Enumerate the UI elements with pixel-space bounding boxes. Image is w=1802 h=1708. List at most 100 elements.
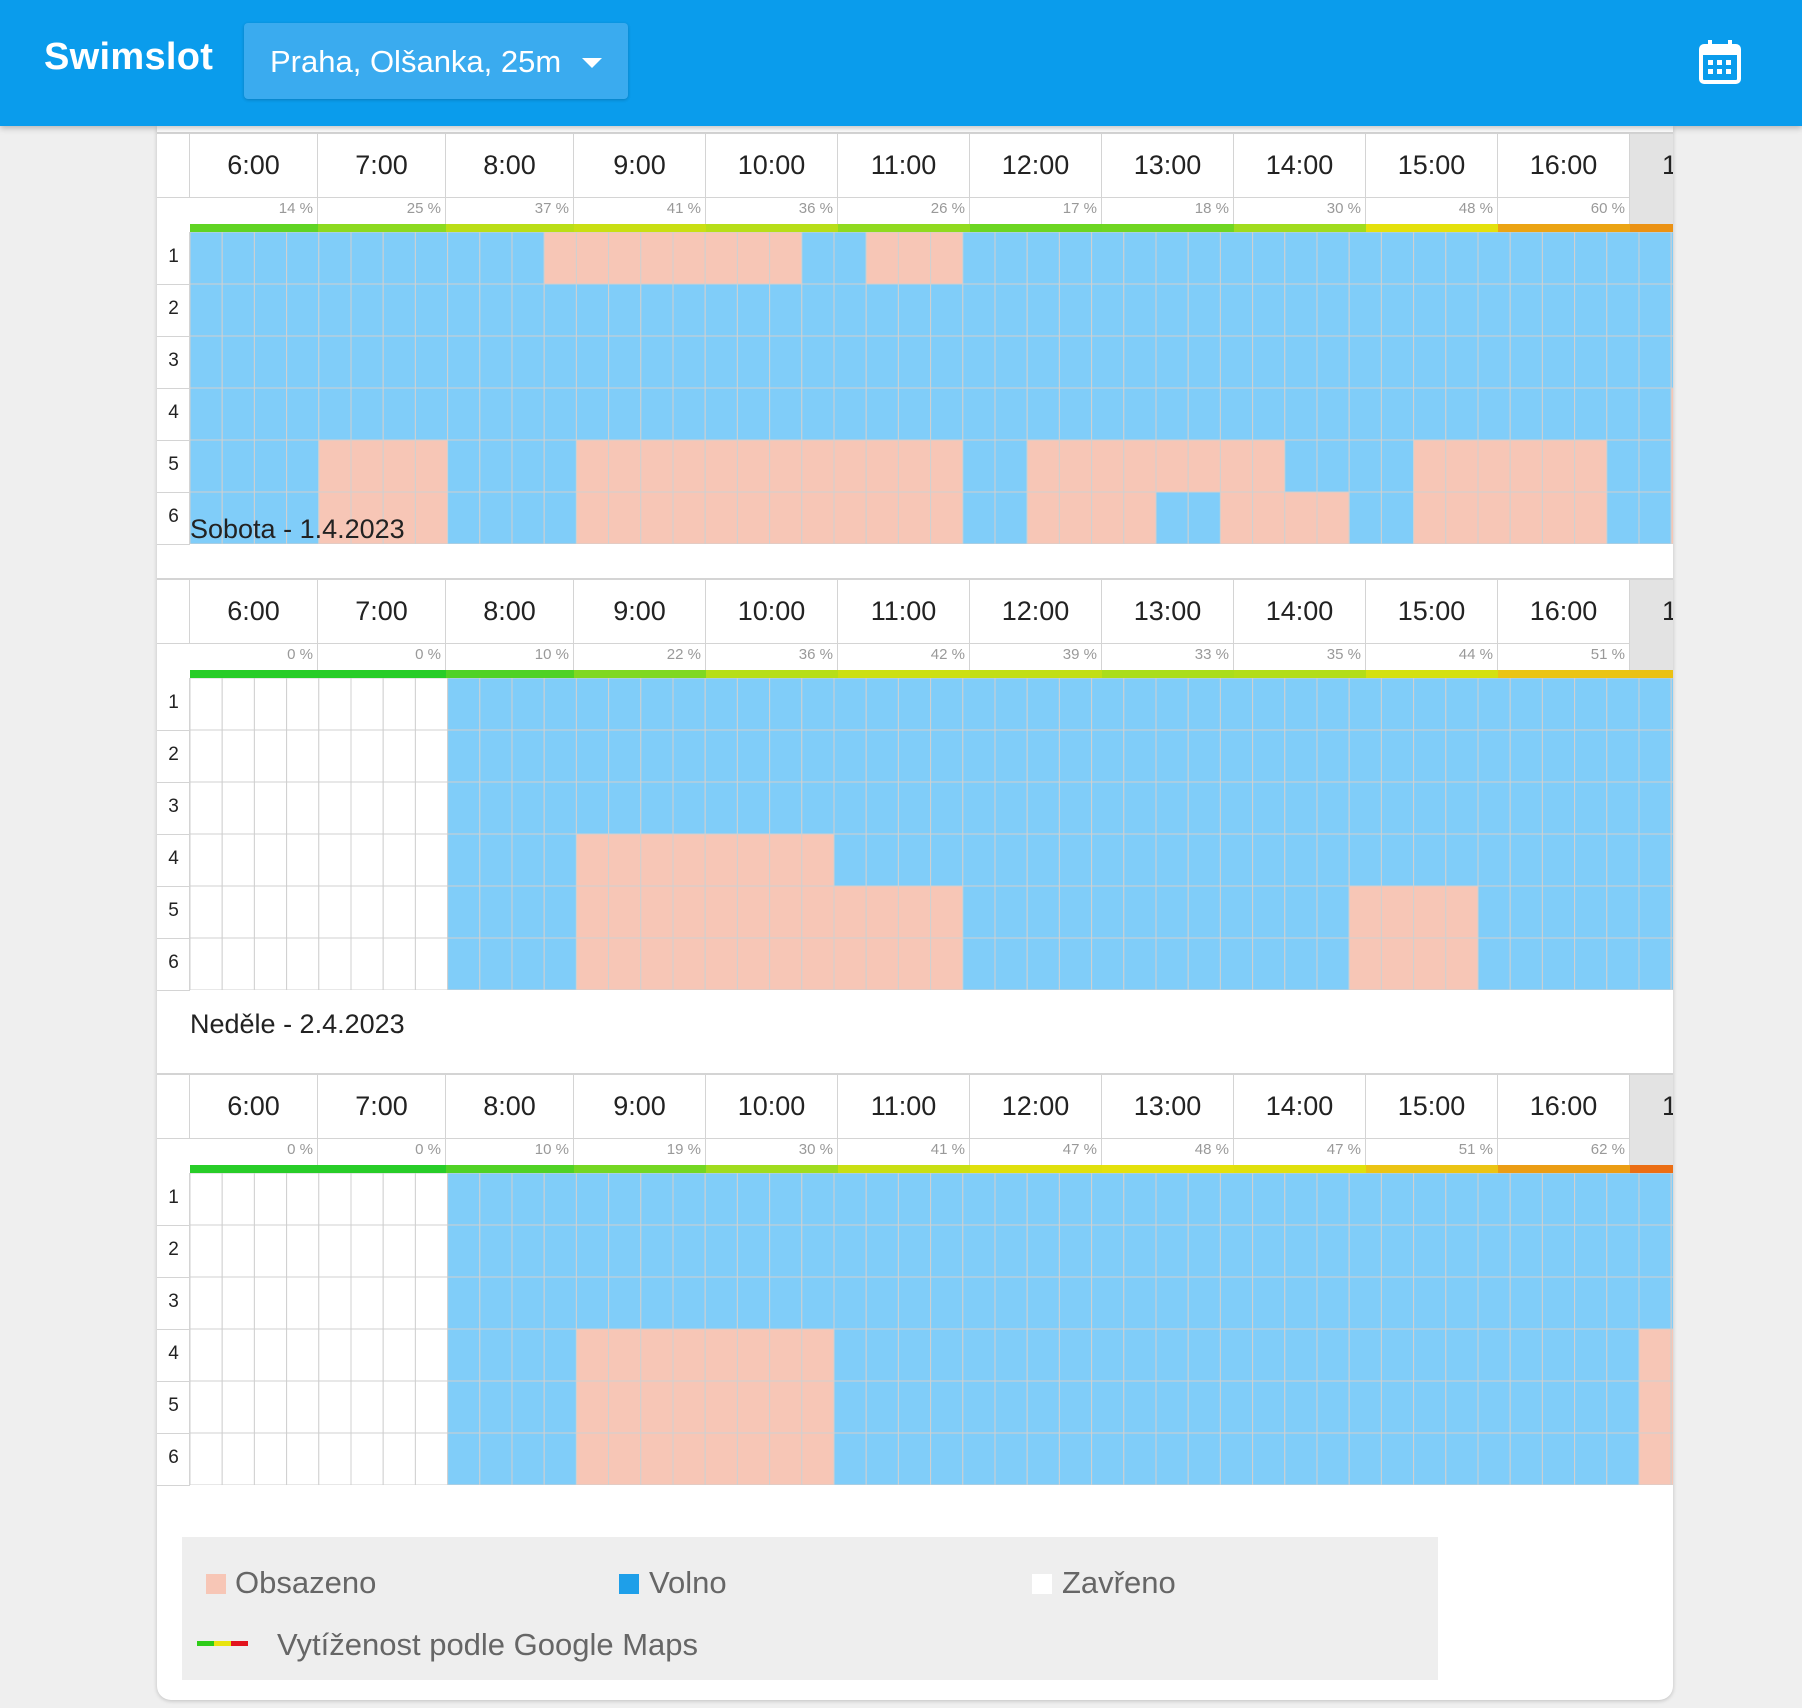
slot-free[interactable] bbox=[1219, 1380, 1254, 1434]
slot-occupied[interactable] bbox=[1348, 885, 1382, 939]
slot-free[interactable] bbox=[286, 335, 320, 389]
slot-free[interactable] bbox=[1316, 678, 1350, 731]
slot-free[interactable] bbox=[1606, 1173, 1640, 1226]
slot-free[interactable] bbox=[1638, 781, 1672, 835]
slot-free[interactable] bbox=[1380, 232, 1415, 285]
slot-occupied[interactable] bbox=[736, 885, 771, 939]
slot-free[interactable] bbox=[318, 232, 352, 285]
slot-free[interactable] bbox=[994, 232, 1028, 285]
slot-free[interactable] bbox=[1091, 1276, 1125, 1330]
slot-free[interactable] bbox=[1606, 232, 1640, 285]
slot-free[interactable] bbox=[286, 232, 320, 285]
slot-free[interactable] bbox=[994, 729, 1028, 783]
slot-free[interactable] bbox=[1445, 335, 1479, 389]
slot-free[interactable] bbox=[1026, 1276, 1060, 1330]
slot-occupied[interactable] bbox=[930, 439, 964, 493]
slot-occupied[interactable] bbox=[801, 885, 835, 939]
slot-free[interactable] bbox=[350, 232, 384, 285]
slot-free[interactable] bbox=[608, 283, 642, 337]
slot-occupied[interactable] bbox=[704, 232, 738, 285]
slot-free[interactable] bbox=[865, 1432, 899, 1485]
slot-closed[interactable] bbox=[221, 1432, 255, 1485]
slot-free[interactable] bbox=[736, 387, 771, 441]
slot-free[interactable] bbox=[1638, 937, 1672, 990]
slot-free[interactable] bbox=[962, 1173, 996, 1226]
slot-free[interactable] bbox=[1252, 1328, 1286, 1382]
slot-free[interactable] bbox=[865, 781, 899, 835]
slot-occupied[interactable] bbox=[769, 1432, 803, 1485]
slot-free[interactable] bbox=[1670, 729, 1673, 783]
slot-free[interactable] bbox=[994, 283, 1028, 337]
slot-free[interactable] bbox=[253, 439, 288, 493]
slot-free[interactable] bbox=[350, 335, 384, 389]
slot-free[interactable] bbox=[221, 232, 255, 285]
slot-free[interactable] bbox=[833, 678, 867, 731]
slot-free[interactable] bbox=[1187, 1432, 1221, 1485]
slot-occupied[interactable] bbox=[1445, 937, 1479, 990]
slot-free[interactable] bbox=[1638, 678, 1672, 731]
slot-occupied[interactable] bbox=[1058, 491, 1093, 544]
slot-occupied[interactable] bbox=[575, 885, 610, 939]
slot-free[interactable] bbox=[1219, 1173, 1254, 1226]
slot-closed[interactable] bbox=[382, 833, 416, 887]
slot-free[interactable] bbox=[479, 1380, 513, 1434]
slot-occupied[interactable] bbox=[608, 439, 642, 493]
slot-free[interactable] bbox=[608, 387, 642, 441]
slot-free[interactable] bbox=[801, 283, 835, 337]
slot-free[interactable] bbox=[1026, 1432, 1060, 1485]
slot-free[interactable] bbox=[1026, 729, 1060, 783]
slot-free[interactable] bbox=[640, 678, 674, 731]
slot-free[interactable] bbox=[253, 283, 288, 337]
slot-free[interactable] bbox=[1348, 283, 1382, 337]
slot-closed[interactable] bbox=[414, 1224, 449, 1278]
slot-free[interactable] bbox=[221, 491, 255, 544]
slot-occupied[interactable] bbox=[736, 1380, 771, 1434]
slot-free[interactable] bbox=[1670, 678, 1673, 731]
slot-occupied[interactable] bbox=[865, 232, 899, 285]
slot-free[interactable] bbox=[736, 1276, 771, 1330]
slot-free[interactable] bbox=[769, 1173, 803, 1226]
slot-occupied[interactable] bbox=[640, 232, 674, 285]
slot-occupied[interactable] bbox=[1509, 491, 1543, 544]
slot-free[interactable] bbox=[1091, 885, 1125, 939]
slot-occupied[interactable] bbox=[1477, 491, 1511, 544]
slot-free[interactable] bbox=[1219, 232, 1254, 285]
slot-closed[interactable] bbox=[414, 1173, 449, 1226]
slot-free[interactable] bbox=[1348, 1432, 1382, 1485]
slot-occupied[interactable] bbox=[704, 439, 738, 493]
slot-free[interactable] bbox=[704, 1173, 738, 1226]
slot-free[interactable] bbox=[1670, 232, 1673, 285]
slot-free[interactable] bbox=[511, 1328, 545, 1382]
slot-free[interactable] bbox=[190, 387, 223, 441]
slot-free[interactable] bbox=[190, 439, 223, 493]
slot-free[interactable] bbox=[575, 283, 610, 337]
slot-free[interactable] bbox=[897, 833, 932, 887]
slot-free[interactable] bbox=[1445, 283, 1479, 337]
slot-free[interactable] bbox=[736, 1173, 771, 1226]
slot-free[interactable] bbox=[1155, 335, 1189, 389]
slot-free[interactable] bbox=[962, 335, 996, 389]
slot-closed[interactable] bbox=[350, 1328, 384, 1382]
slot-free[interactable] bbox=[1026, 781, 1060, 835]
slot-free[interactable] bbox=[447, 1224, 481, 1278]
slot-occupied[interactable] bbox=[736, 833, 771, 887]
slot-closed[interactable] bbox=[414, 1276, 449, 1330]
slot-free[interactable] bbox=[1380, 1432, 1415, 1485]
slot-occupied[interactable] bbox=[1445, 885, 1479, 939]
slot-free[interactable] bbox=[253, 335, 288, 389]
slot-occupied[interactable] bbox=[608, 232, 642, 285]
slot-free[interactable] bbox=[447, 678, 481, 731]
slot-occupied[interactable] bbox=[608, 885, 642, 939]
slot-free[interactable] bbox=[897, 781, 932, 835]
slot-free[interactable] bbox=[1123, 1380, 1157, 1434]
slot-free[interactable] bbox=[1284, 1432, 1318, 1485]
slot-free[interactable] bbox=[1509, 833, 1543, 887]
slot-free[interactable] bbox=[318, 387, 352, 441]
slot-free[interactable] bbox=[672, 1224, 706, 1278]
slot-free[interactable] bbox=[479, 439, 513, 493]
slot-closed[interactable] bbox=[253, 678, 288, 731]
slot-closed[interactable] bbox=[318, 1380, 352, 1434]
slot-free[interactable] bbox=[543, 729, 577, 783]
slot-free[interactable] bbox=[1155, 1432, 1189, 1485]
slot-free[interactable] bbox=[511, 678, 545, 731]
